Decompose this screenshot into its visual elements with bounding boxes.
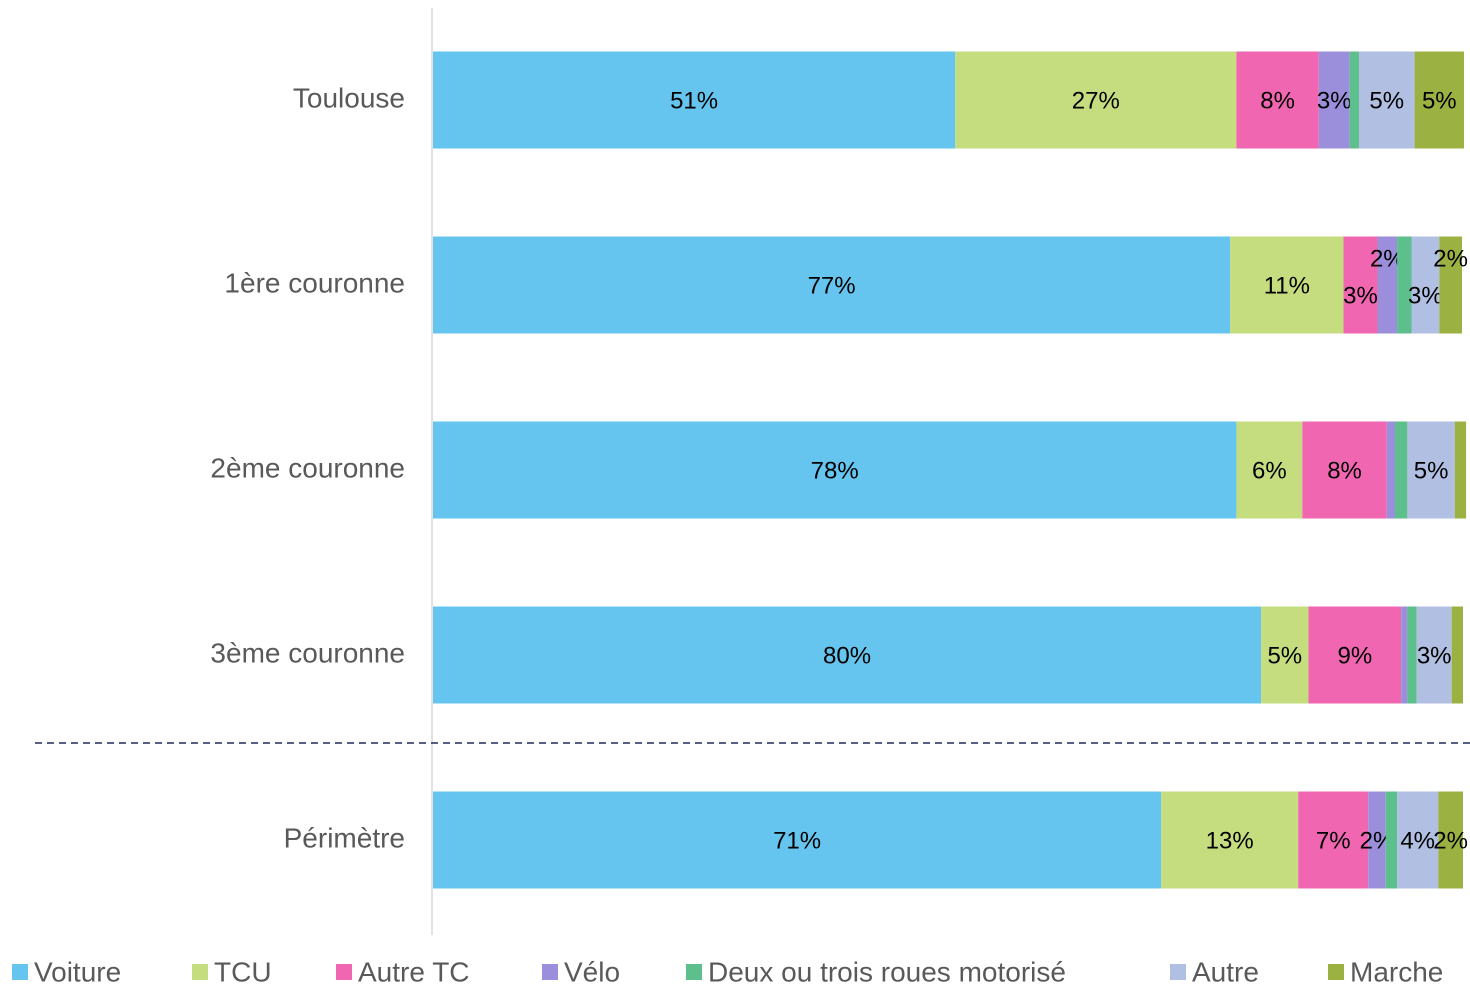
category-label: Périmètre — [284, 822, 405, 853]
bar-segment — [955, 51, 1237, 149]
legend-swatch — [1328, 964, 1344, 980]
data-label: 5% — [1414, 457, 1449, 484]
category-label: 1ère couronne — [224, 267, 405, 298]
bar-segment — [1411, 236, 1440, 334]
legend-swatch — [542, 964, 558, 980]
data-label: 3% — [1417, 642, 1452, 669]
legend-swatch — [686, 964, 702, 980]
data-label: 7% — [1316, 827, 1351, 854]
data-label: 11% — [1264, 272, 1310, 299]
bar-segment — [433, 51, 956, 149]
bar-segment — [1397, 236, 1412, 334]
bar-segment — [1414, 51, 1465, 149]
legend-label: Vélo — [564, 956, 620, 987]
bar-segment — [1401, 606, 1408, 704]
bar-segment — [1349, 51, 1359, 149]
data-label: 5% — [1369, 87, 1404, 114]
bar-segment — [1161, 791, 1299, 889]
bar-segment — [1318, 51, 1350, 149]
data-label: 2% — [1433, 245, 1468, 272]
bar-segment — [1438, 791, 1463, 889]
bar-segment — [1385, 791, 1398, 889]
bar-segment — [1407, 606, 1417, 704]
bar-segment — [1416, 606, 1452, 704]
bar-segment — [1236, 51, 1319, 149]
bar-segment — [1454, 421, 1467, 519]
bar-segment — [1358, 51, 1415, 149]
bar-segment — [1368, 791, 1386, 889]
legend-swatch — [1170, 964, 1186, 980]
bar-segment — [1230, 236, 1344, 334]
legend-swatch — [12, 964, 28, 980]
legend-label: Voiture — [34, 956, 121, 987]
data-label: 2% — [1433, 827, 1468, 854]
data-label: 9% — [1338, 642, 1373, 669]
bar-segment — [1343, 236, 1378, 334]
bar-segment — [433, 791, 1162, 889]
data-label: 3% — [1408, 282, 1443, 309]
bar-segment — [433, 236, 1231, 334]
data-label: 3% — [1343, 282, 1378, 309]
legend-label: TCU — [214, 956, 272, 987]
data-label: 4% — [1400, 827, 1435, 854]
data-label: 3% — [1317, 87, 1352, 114]
bar-segment — [433, 606, 1262, 704]
bar-segment — [1377, 236, 1398, 334]
data-label: 27% — [1072, 87, 1120, 114]
bar-segment — [1386, 421, 1396, 519]
data-label: 13% — [1206, 827, 1254, 854]
data-label: 6% — [1252, 457, 1287, 484]
category-label: 3ème couronne — [210, 637, 405, 668]
data-label: 78% — [811, 457, 859, 484]
legend-swatch — [192, 964, 208, 980]
bar-segment — [1298, 791, 1369, 889]
bar-segment — [1407, 421, 1455, 519]
bar-segment — [1451, 606, 1463, 704]
category-label: Toulouse — [293, 82, 405, 113]
legend-label: Autre TC — [358, 956, 470, 987]
data-label: 51% — [670, 87, 718, 114]
data-label: 80% — [823, 642, 871, 669]
data-label: 5% — [1422, 87, 1457, 114]
data-label: 77% — [808, 272, 856, 299]
legend-label: Deux ou trois roues motorisé — [708, 956, 1066, 987]
data-label: 8% — [1260, 87, 1295, 114]
bar-segment — [1236, 421, 1303, 519]
bar-segment — [1302, 421, 1387, 519]
bar-segment — [1439, 236, 1462, 334]
bar-segment — [433, 421, 1237, 519]
bar-segment — [1308, 606, 1402, 704]
bar-segment — [1395, 421, 1408, 519]
legend-swatch — [336, 964, 352, 980]
legend-label: Autre — [1192, 956, 1259, 987]
data-label: 5% — [1267, 642, 1302, 669]
data-label: 8% — [1327, 457, 1362, 484]
bar-segment — [1397, 791, 1439, 889]
legend-label: Marche — [1350, 956, 1443, 987]
data-label: 71% — [773, 827, 821, 854]
category-label: 2ème couronne — [210, 452, 405, 483]
bar-segment — [1261, 606, 1309, 704]
